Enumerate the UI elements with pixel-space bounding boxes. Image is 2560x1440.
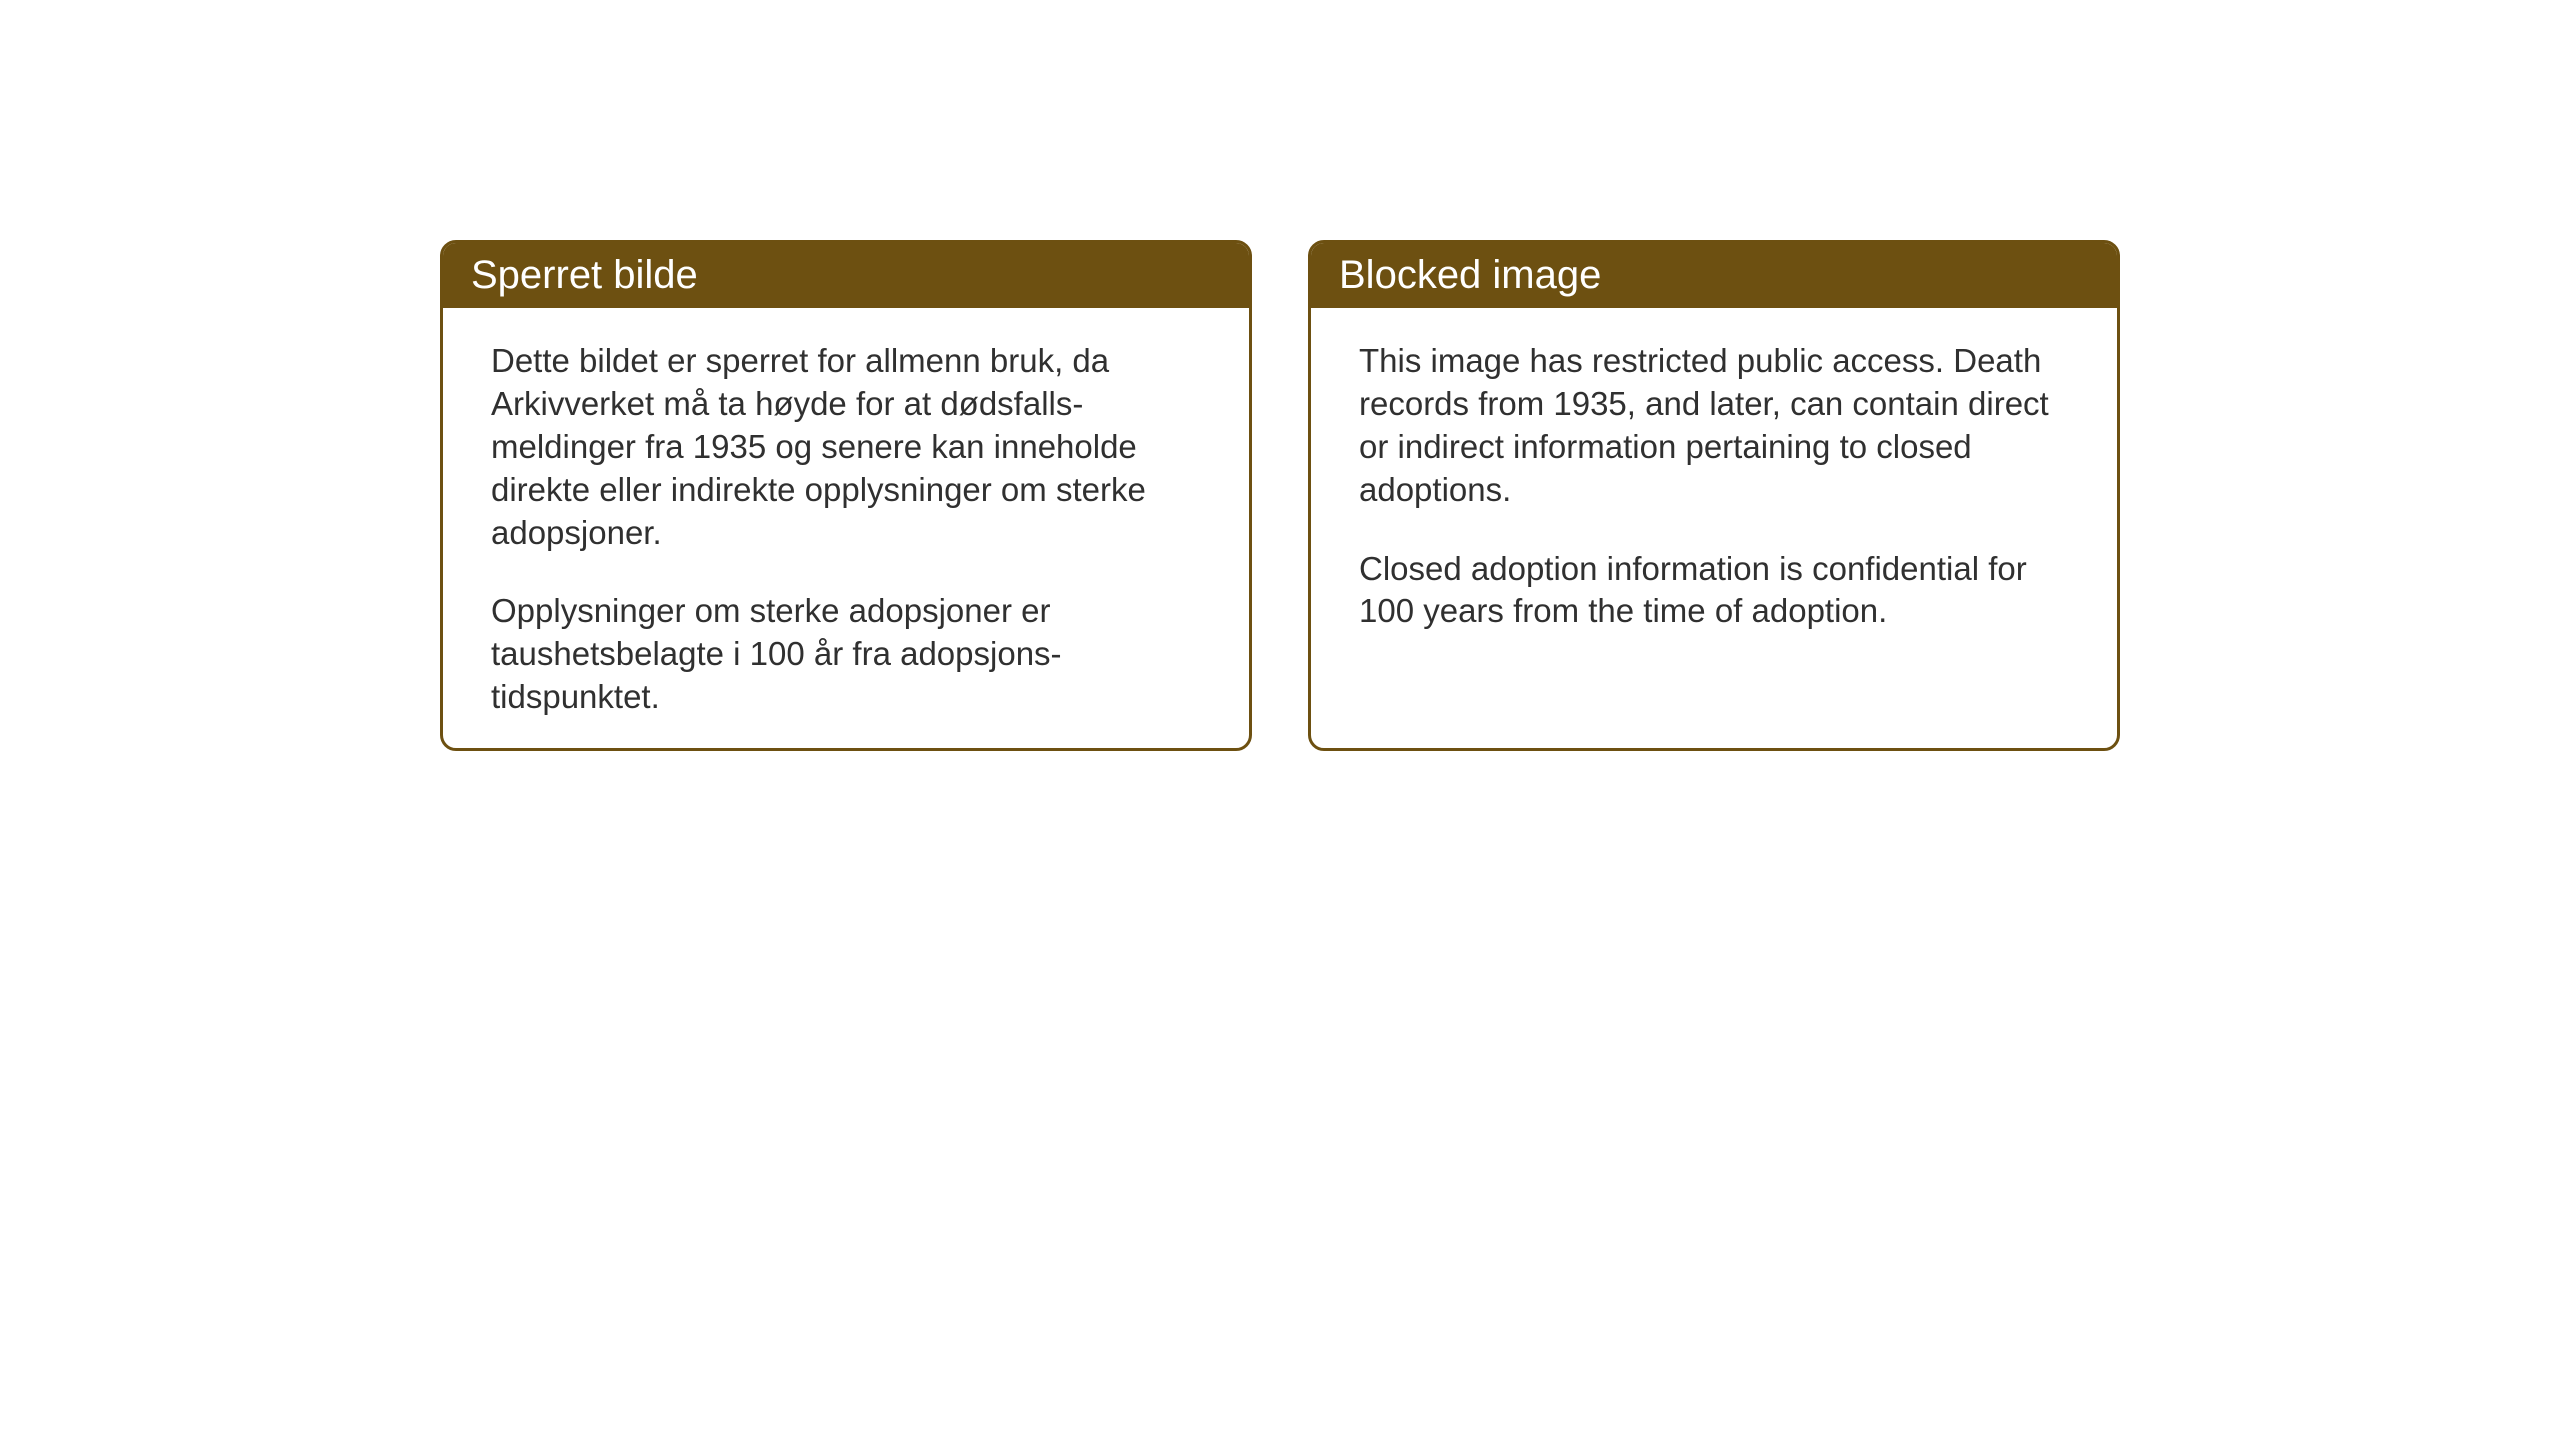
card-header-english: Blocked image [1311,243,2117,308]
card-body-norwegian: Dette bildet er sperret for allmenn bruk… [443,308,1249,751]
paragraph-text: Closed adoption information is confident… [1359,548,2069,634]
notice-card-norwegian: Sperret bilde Dette bildet er sperret fo… [440,240,1252,751]
card-title: Sperret bilde [471,253,698,297]
card-header-norwegian: Sperret bilde [443,243,1249,308]
card-body-english: This image has restricted public access.… [1311,308,2117,665]
card-title: Blocked image [1339,253,1601,297]
notice-card-english: Blocked image This image has restricted … [1308,240,2120,751]
paragraph-text: Dette bildet er sperret for allmenn bruk… [491,340,1201,554]
paragraph-text: Opplysninger om sterke adopsjoner er tau… [491,590,1201,719]
notice-container: Sperret bilde Dette bildet er sperret fo… [440,240,2120,751]
paragraph-text: This image has restricted public access.… [1359,340,2069,512]
